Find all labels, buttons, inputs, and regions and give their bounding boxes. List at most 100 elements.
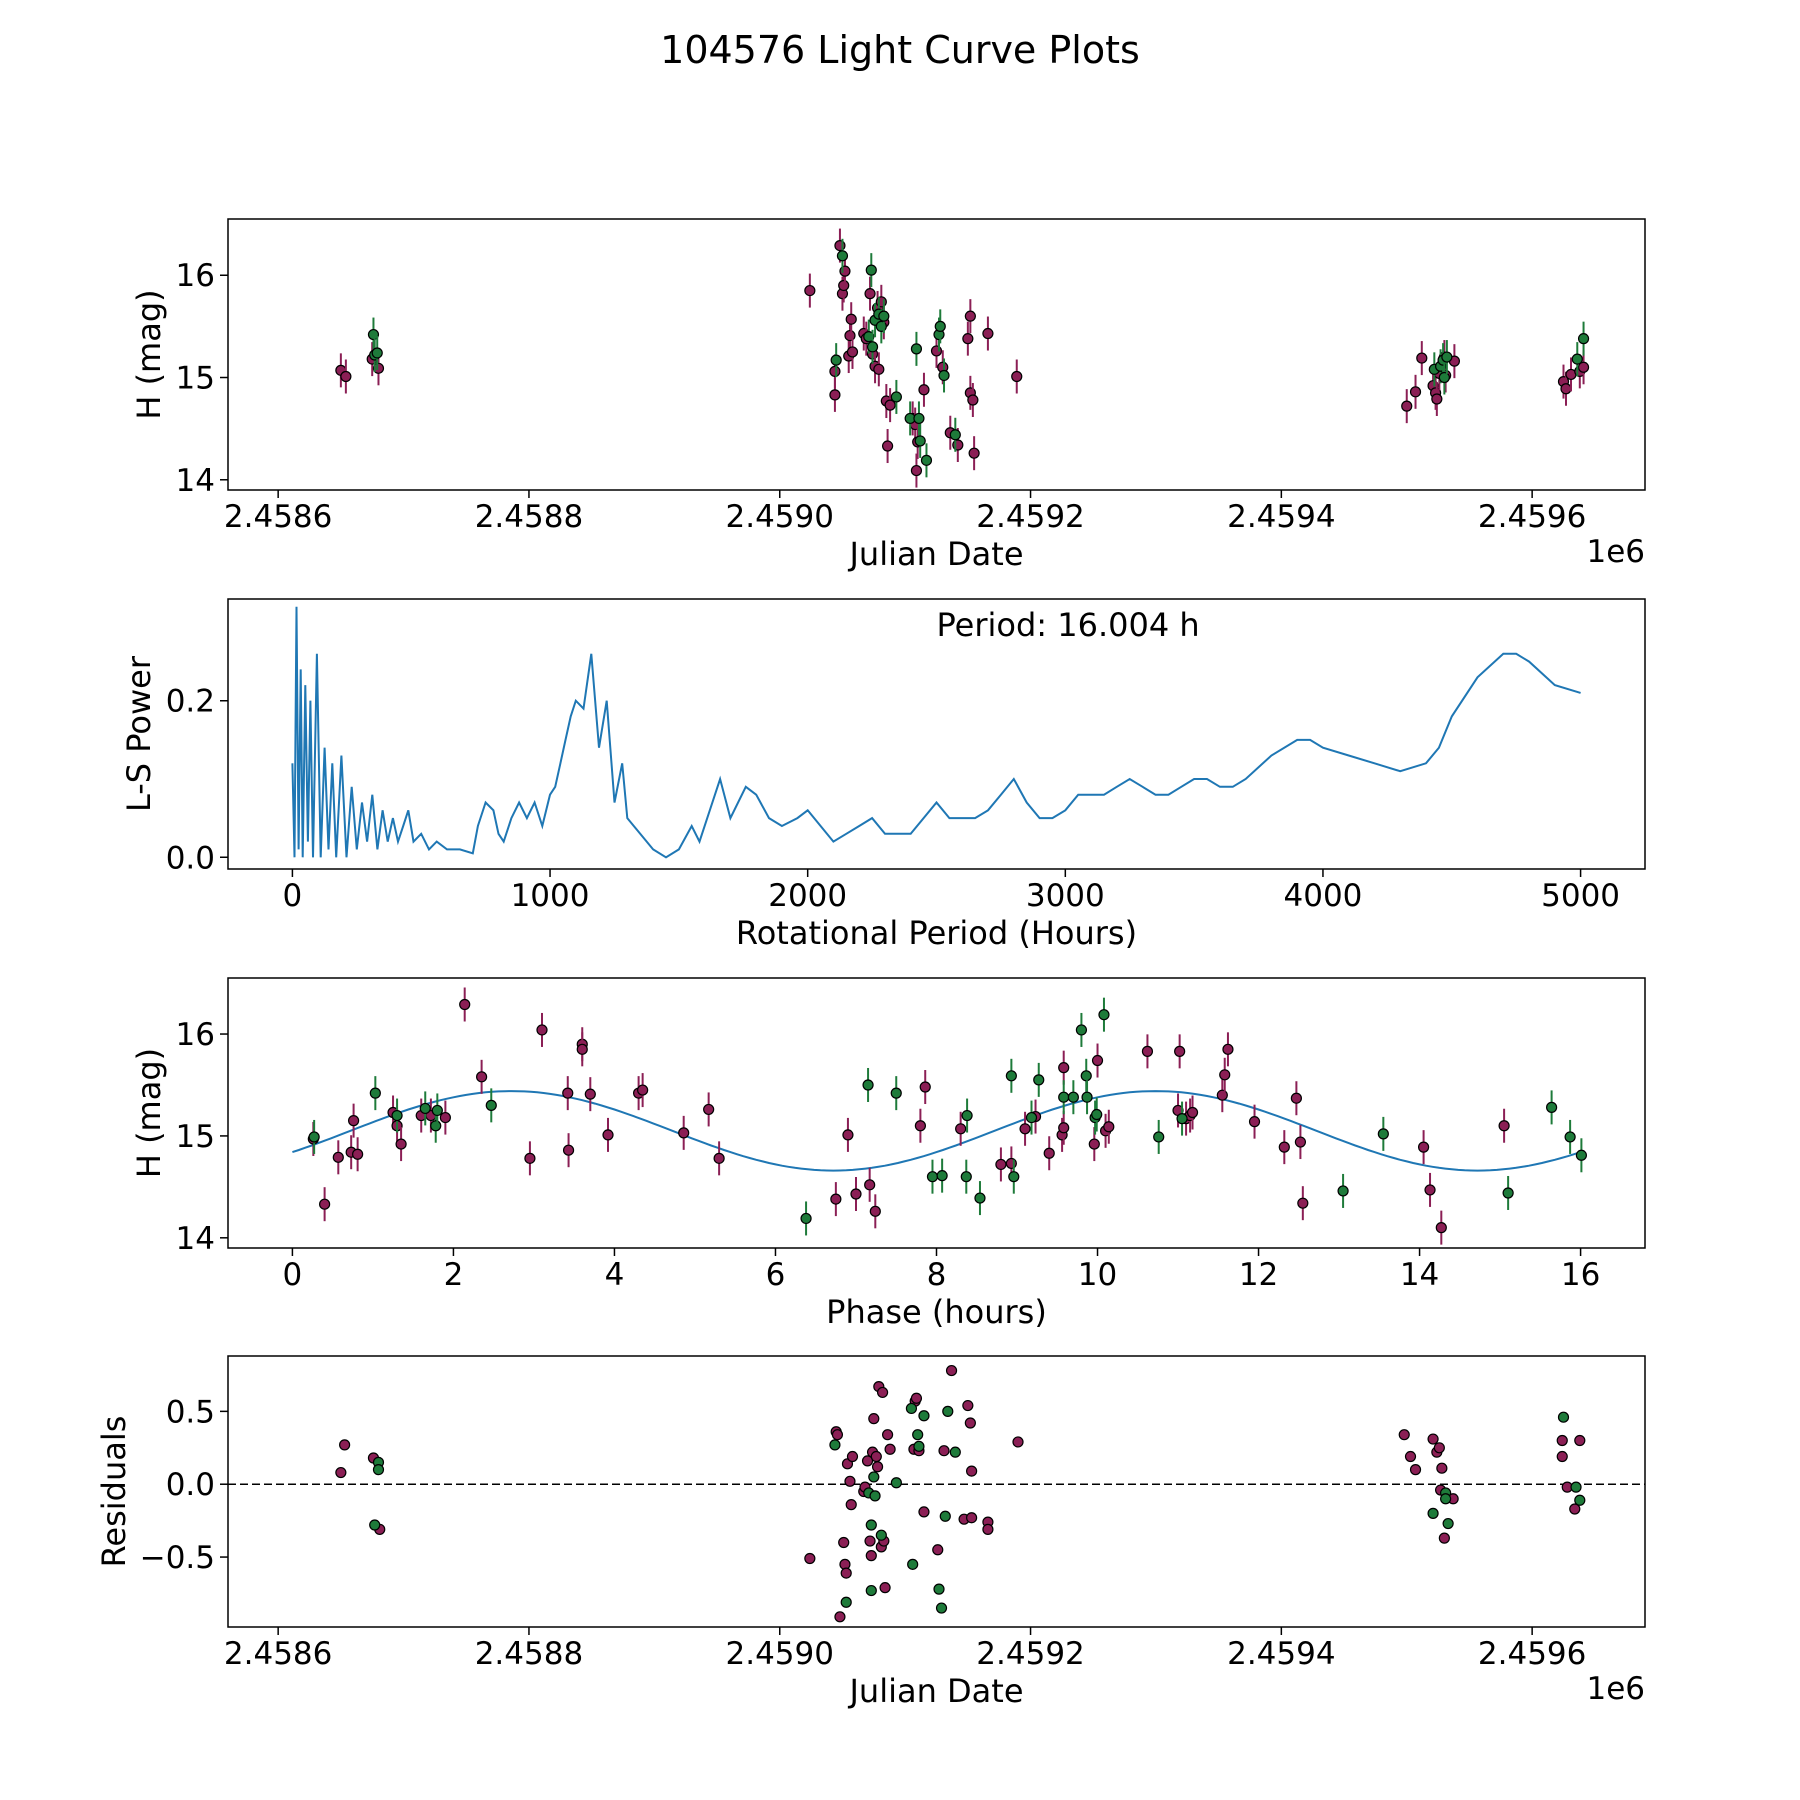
- data-point-magenta: [861, 1455, 874, 1467]
- x-tick-label: 2.4586: [224, 1636, 332, 1672]
- data-point-green: [1557, 1411, 1570, 1423]
- x-tick-label: 2.4590: [726, 499, 834, 535]
- x-tick-label: 14: [1400, 1257, 1439, 1293]
- data-point-green: [369, 1087, 381, 1099]
- data-point-green: [939, 1510, 951, 1522]
- axes-frame: [227, 218, 1646, 491]
- x-tick-label: 2.4590: [726, 1636, 834, 1672]
- data-point-green: [865, 1584, 877, 1597]
- data-point-magenta: [864, 1535, 876, 1547]
- data-point-magenta: [830, 1193, 842, 1205]
- x-tick-label: 16: [1561, 1257, 1600, 1293]
- x-tick-label: 4000: [1284, 878, 1363, 914]
- data-point-magenta: [982, 327, 994, 340]
- data-point-green: [1427, 1507, 1439, 1519]
- data-point-magenta: [1091, 1054, 1104, 1067]
- data-point-green: [905, 1402, 918, 1415]
- x-tick-label: 4: [605, 1257, 625, 1293]
- data-point-magenta: [1409, 1464, 1422, 1476]
- x-tick-label: 2.4588: [475, 1636, 583, 1672]
- data-point-green: [961, 1109, 973, 1122]
- data-point-green: [890, 391, 902, 403]
- y-tick-label: 14: [176, 463, 215, 499]
- y-tick-label: 0.0: [166, 1467, 215, 1503]
- data-point-magenta: [524, 1152, 536, 1164]
- x-tick-label: 5000: [1541, 878, 1620, 914]
- data-point-magenta: [865, 1550, 877, 1562]
- data-point-magenta: [845, 313, 857, 325]
- y-tick-label: 15: [176, 1119, 215, 1155]
- data-point-magenta: [842, 1129, 854, 1141]
- data-point-green: [878, 310, 890, 322]
- x-tick-label: 2.4594: [1227, 499, 1335, 535]
- data-point-green: [949, 429, 961, 441]
- data-point-magenta: [846, 1450, 859, 1463]
- data-point-magenta: [602, 1129, 614, 1141]
- y-tick-label: 16: [176, 1017, 215, 1053]
- data-point-green: [914, 435, 926, 447]
- data-point-green: [1502, 1187, 1514, 1199]
- data-point-magenta: [1058, 1062, 1070, 1074]
- data-point-green: [934, 320, 946, 332]
- data-point-green: [869, 1490, 881, 1502]
- y-tick-label: 15: [176, 361, 215, 397]
- data-point-magenta: [1409, 386, 1422, 398]
- data-point-green: [974, 1192, 986, 1204]
- data-point-magenta: [1058, 1122, 1070, 1134]
- data-point-magenta: [1560, 383, 1572, 395]
- data-point-magenta: [335, 1466, 347, 1479]
- data-point-green: [862, 1079, 874, 1091]
- data-point-green: [1033, 1074, 1045, 1086]
- data-point-green: [369, 1519, 381, 1531]
- x-tick-label: 3000: [1026, 878, 1105, 914]
- data-point-magenta: [459, 998, 471, 1011]
- panel-periodogram: 0 1000 2000 3000 4000 5000 0.0 0.2 Rotational Pe…: [120, 598, 1646, 952]
- data-point-magenta: [1219, 1069, 1231, 1081]
- x-tick-label: 8: [927, 1257, 947, 1293]
- data-point-green: [1546, 1101, 1558, 1113]
- data-point-green: [840, 1596, 852, 1608]
- plot-content: [291, 606, 1581, 859]
- data-point-green: [836, 250, 849, 262]
- data-point-magenta: [703, 1103, 715, 1116]
- data-point-green: [942, 1405, 954, 1417]
- data-point-magenta: [584, 1088, 596, 1100]
- data-point-green: [933, 1583, 945, 1595]
- data-point-magenta: [352, 1148, 364, 1160]
- data-point-green: [918, 1410, 930, 1422]
- data-point-magenta: [995, 1158, 1007, 1171]
- data-point-magenta: [919, 1081, 931, 1093]
- data-point-green: [875, 1529, 887, 1541]
- x-tick-label: 2: [444, 1257, 464, 1293]
- data-point-magenta: [332, 1151, 344, 1163]
- data-point-green: [926, 1171, 939, 1183]
- data-point-green: [920, 454, 933, 466]
- data-point-green: [372, 1464, 385, 1476]
- data-point-green: [1075, 1024, 1088, 1036]
- data-point-magenta: [850, 1188, 862, 1200]
- plot-content: [228, 1364, 1645, 1623]
- data-point-green: [865, 264, 877, 276]
- data-point-magenta: [879, 1582, 891, 1594]
- data-point-magenta: [918, 1506, 930, 1518]
- data-point-green: [1080, 1070, 1092, 1082]
- axes-frame: [227, 1355, 1646, 1628]
- data-point-green: [1575, 1149, 1587, 1161]
- data-point-magenta: [476, 1071, 488, 1083]
- data-point-magenta: [829, 365, 841, 377]
- data-point-magenta: [982, 1523, 994, 1535]
- data-point-magenta: [536, 1024, 548, 1036]
- data-point-magenta: [838, 1536, 850, 1549]
- x-axis-label: Julian Date: [847, 1672, 1023, 1710]
- data-point-magenta: [910, 464, 923, 477]
- data-point-magenta: [829, 389, 841, 401]
- data-point-magenta: [1417, 1141, 1430, 1153]
- data-point-green: [1577, 333, 1590, 345]
- data-point-magenta: [1297, 1197, 1309, 1209]
- data-point-magenta: [1435, 1222, 1447, 1234]
- data-point-magenta: [881, 440, 894, 452]
- data-point-green: [308, 1131, 320, 1143]
- data-point-magenta: [845, 1499, 857, 1511]
- data-point-green: [913, 412, 925, 425]
- y-axis-label: L-S Power: [120, 655, 158, 812]
